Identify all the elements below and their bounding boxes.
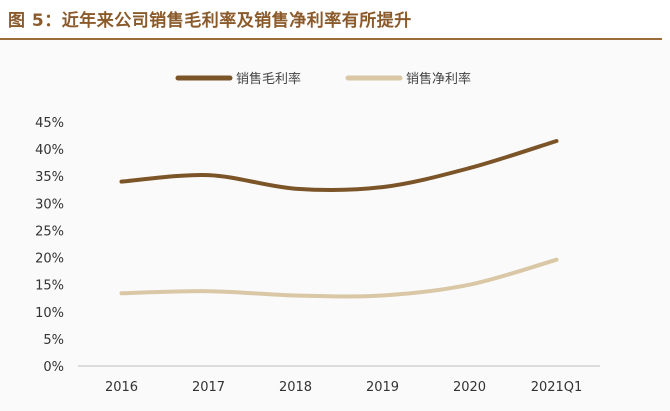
series-line-2 — [119, 257, 559, 299]
y-tick-label: 40% — [35, 143, 64, 158]
x-tick-label: 2018 — [279, 380, 312, 395]
legend-label-1: 销售毛利率 — [236, 71, 301, 87]
y-tick-label: 30% — [35, 197, 64, 212]
y-tick-label: 10% — [35, 306, 64, 321]
y-tick-label: 25% — [35, 224, 64, 239]
y-tick-label: 20% — [35, 252, 64, 267]
y-tick-label: 15% — [35, 279, 64, 294]
x-tick-label: 2019 — [366, 380, 399, 395]
legend-label-2: 销售净利率 — [406, 71, 471, 87]
x-tick-label: 2016 — [105, 380, 138, 395]
y-tick-label: 5% — [43, 333, 64, 348]
x-tick-label: 2020 — [453, 380, 486, 395]
x-tick-label: 2017 — [192, 380, 225, 395]
title-divider — [0, 38, 662, 40]
series-line-1 — [119, 139, 559, 192]
y-tick-label: 0% — [43, 360, 64, 375]
y-tick-label: 35% — [35, 170, 64, 185]
y-tick-label: 45% — [35, 116, 64, 131]
x-tick-label: 2021Q1 — [531, 380, 583, 395]
chart-background — [0, 40, 670, 411]
figure-title: 图 5：近年来公司销售毛利率及销售净利率有所提升 — [8, 11, 412, 31]
line-chart: 0% 5% 10% 15% 20% 25% 30% 35% 40% 45% 2016 2017 2018… — [35, 71, 600, 395]
